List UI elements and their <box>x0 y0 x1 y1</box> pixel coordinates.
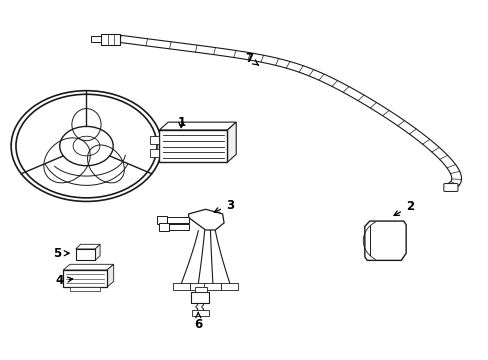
Bar <box>221 283 238 290</box>
Polygon shape <box>159 122 236 130</box>
Polygon shape <box>63 264 114 270</box>
Bar <box>166 217 188 222</box>
Bar <box>157 216 166 224</box>
Text: 6: 6 <box>194 312 202 331</box>
Circle shape <box>60 126 113 166</box>
Text: 4: 4 <box>56 274 73 287</box>
Text: 3: 3 <box>214 198 233 212</box>
Polygon shape <box>364 221 406 260</box>
Text: 2: 2 <box>393 200 413 216</box>
Bar <box>76 249 95 260</box>
FancyBboxPatch shape <box>101 34 119 45</box>
Bar <box>191 292 209 303</box>
FancyBboxPatch shape <box>91 36 101 42</box>
Text: 1: 1 <box>177 116 185 129</box>
Bar <box>159 130 227 162</box>
Text: 7: 7 <box>245 52 258 65</box>
Bar <box>189 283 206 290</box>
Bar <box>172 283 189 290</box>
Polygon shape <box>188 209 224 230</box>
Polygon shape <box>76 244 100 249</box>
Bar <box>159 223 169 231</box>
Bar <box>149 136 159 144</box>
Bar <box>195 287 206 292</box>
Text: 5: 5 <box>53 247 69 260</box>
Polygon shape <box>95 244 100 260</box>
Bar <box>149 149 159 157</box>
Bar <box>169 224 188 230</box>
Polygon shape <box>107 264 114 287</box>
Bar <box>203 283 221 290</box>
FancyBboxPatch shape <box>443 184 457 192</box>
Bar <box>70 287 100 292</box>
Bar <box>192 310 208 316</box>
Polygon shape <box>227 122 236 162</box>
Bar <box>63 270 107 287</box>
